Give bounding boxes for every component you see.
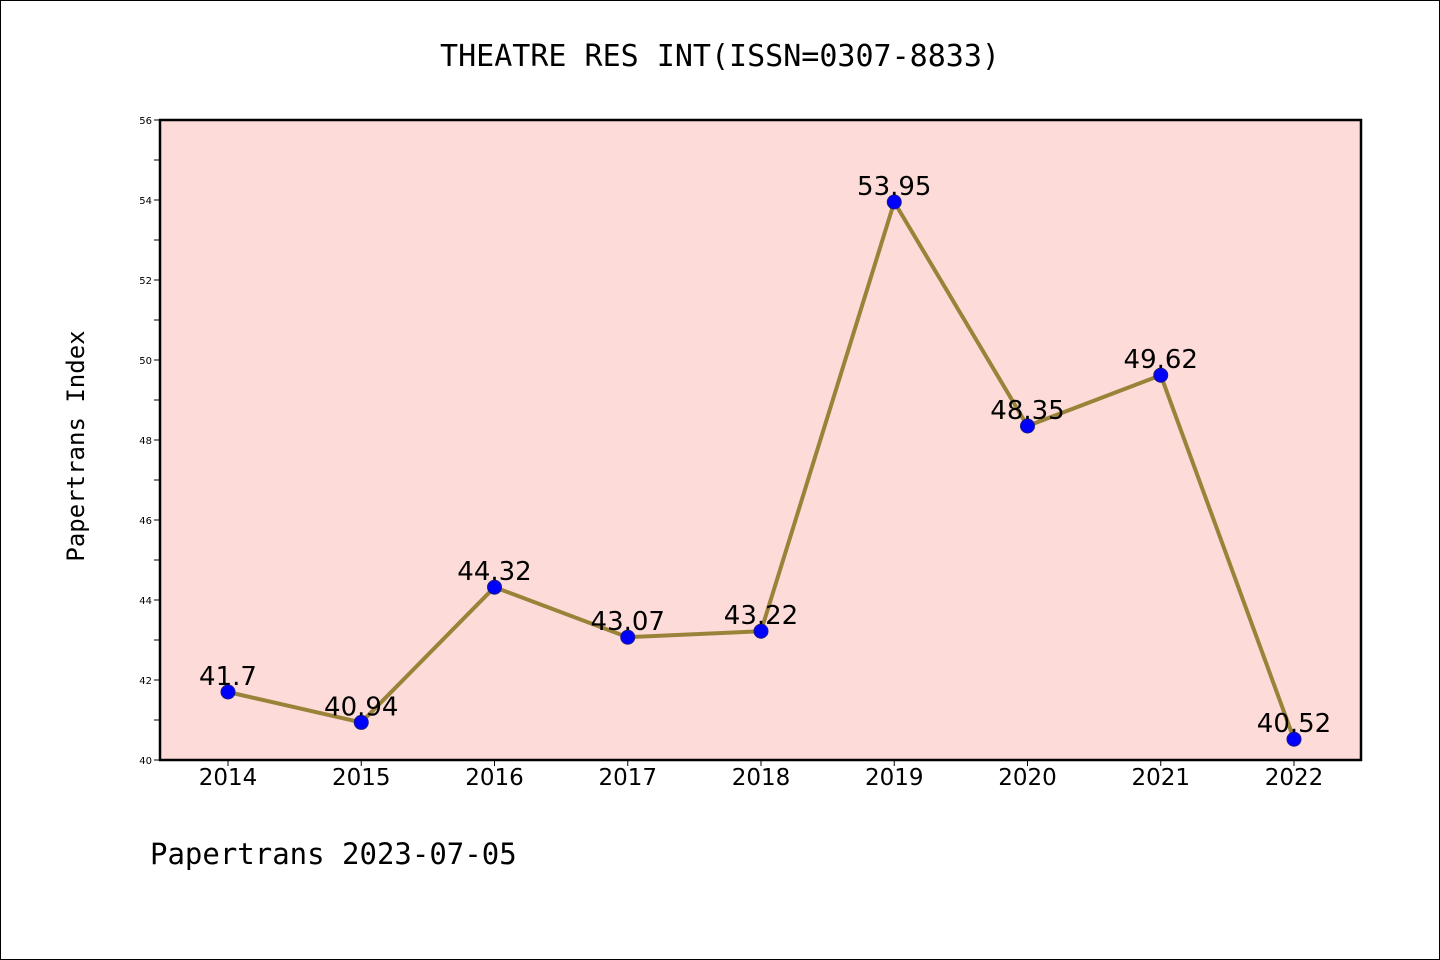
y-tick-label: 50 [139,356,152,367]
y-tick-label: 44 [139,596,152,607]
y-tick-label: 54 [139,196,152,207]
x-axis: 2014 2015 2016 2017 2018 2019 2020 2021 2022 [199,760,1324,791]
x-tick-label: 2020 [998,765,1057,791]
y-tick-label: 48 [139,436,152,447]
x-tick-label: 2021 [1131,765,1190,791]
plot-area [160,120,1361,760]
x-tick-label: 2015 [332,765,391,791]
data-label: 40.52 [1257,709,1331,739]
y-tick-label: 52 [139,276,152,287]
y-axis: 40 42 44 46 48 50 52 54 56 [139,116,160,767]
x-tick-label: 2019 [865,765,924,791]
y-tick-label: 46 [139,516,152,527]
data-label: 43.07 [591,607,665,637]
data-point [1153,367,1169,383]
x-tick-label: 2018 [732,765,791,791]
data-point [753,623,769,639]
footer-text: Papertrans 2023-07-05 [150,837,517,871]
x-tick-label: 2014 [199,765,258,791]
data-point [353,714,369,730]
data-point [886,194,902,210]
y-tick-label: 56 [139,116,152,127]
data-point [620,629,636,645]
data-point [487,579,502,595]
y-tick-label: 42 [139,676,152,687]
data-point [220,684,236,700]
series-markers [220,194,1302,747]
data-label: 49.62 [1124,345,1198,375]
plot-border [158,118,1363,762]
data-label: 43.22 [724,601,798,631]
x-tick-label: 2017 [598,765,657,791]
data-label: 48.35 [990,396,1064,426]
data-label: 41.7 [199,662,257,692]
x-tick-label: 2016 [465,765,524,791]
chart-title: THEATRE RES INT(ISSN=0307-8833) [440,39,1000,74]
data-label: 40.94 [324,692,398,722]
data-label: 44.32 [457,557,531,587]
y-tick-label: 40 [139,756,152,767]
x-tick-label: 2022 [1265,765,1324,791]
data-point [1286,731,1302,747]
data-labels: 41.7 40.94 44.32 43.07 43.22 53.95 48.35 49.62 4… [199,172,1331,739]
data-label: 53.95 [857,172,931,202]
data-point [1020,418,1035,434]
y-axis-label: Papertrans Index [62,330,90,561]
